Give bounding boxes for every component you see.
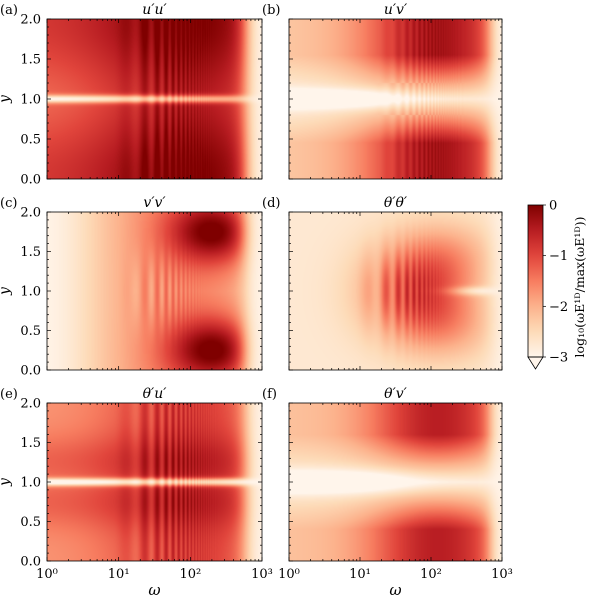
- x-axis-label: ω: [148, 581, 160, 599]
- y-tick-label: 0.0: [20, 364, 41, 379]
- x-tick-label: 10³: [251, 567, 273, 582]
- panel-uu: 0.0 0.5 1.0 1.5 2.0 u′u′ (a) y: [0, 2, 263, 188]
- panel-label: (a): [0, 3, 18, 18]
- colorbar-tick-label: −2: [549, 300, 568, 315]
- x-tick-label: 10¹: [349, 567, 371, 582]
- panel-tt: θ′θ′ (d): [262, 195, 503, 371]
- panel-uv: u′v′ (b): [262, 2, 503, 180]
- y-tick-label: 0.5: [20, 515, 41, 530]
- panel-label: (b): [262, 3, 280, 18]
- colorbar-tick-label: 0: [549, 199, 557, 214]
- panels: 0.0 0.5 1.0 1.5 2.0 u′u′ (a) y u′v′ (b) 0.0 0.5 1.0 1…: [0, 2, 513, 599]
- panel-label: (e): [0, 387, 18, 402]
- heatmap-tv: [289, 403, 502, 561]
- panel-label: (c): [0, 196, 17, 211]
- panel-title: θ′u′: [143, 386, 168, 402]
- panel-title: u′v′: [384, 2, 408, 18]
- x-tick-label: 10²: [420, 567, 442, 582]
- x-tick-label: 10⁰: [278, 567, 300, 582]
- y-tick-label: 0.0: [20, 555, 41, 570]
- x-tick-label: 10³: [491, 567, 513, 582]
- colorbar-label: log₁₀(ωE¹ᴰ/max(ωE¹ᴰ)): [572, 217, 587, 358]
- y-tick-label: 1.0: [20, 285, 41, 300]
- panel-title: u′u′: [142, 2, 167, 18]
- heatmap-vv: [47, 212, 262, 370]
- x-tick-label: 10²: [179, 567, 201, 582]
- heatmap-tu: [47, 403, 262, 561]
- x-axis-label: ω: [389, 581, 401, 599]
- colorbar-extend-min: [527, 356, 544, 370]
- panel-title: v′v′: [143, 195, 166, 211]
- x-tick-label: 10⁰: [36, 567, 58, 582]
- panel-vv: 0.0 0.5 1.0 1.5 2.0 v′v′ (c) y: [0, 195, 263, 379]
- heatmap-tt: [289, 212, 502, 370]
- y-tick-label: 2.0: [20, 397, 41, 412]
- y-tick-label: 0.5: [20, 133, 41, 148]
- heatmap-uv: [289, 19, 502, 179]
- panel-tv: 10⁰ 10¹ 10² 10³ θ′v′ (f) ω: [262, 386, 513, 599]
- y-tick-label: 1.5: [20, 436, 41, 451]
- colorbar-tick-label: −1: [549, 249, 568, 264]
- y-axis-label: y: [0, 286, 13, 296]
- panel-tu: 0.0 0.5 1.0 1.5 2.0 10⁰ 10¹ 10² 10³ θ′u′ (e) y ω: [0, 386, 273, 599]
- panel-title: θ′θ′: [384, 195, 408, 211]
- colorbar: 0 −1 −2 −3 log₁₀(ωE¹ᴰ/max(ωE¹ᴰ)): [527, 199, 587, 370]
- panel-title: θ′v′: [384, 386, 408, 402]
- colorbar-tick-label: −3: [549, 351, 568, 366]
- colorbar-frame: [527, 204, 544, 358]
- y-tick-label: 0.0: [20, 173, 41, 188]
- y-tick-label: 0.5: [20, 324, 41, 339]
- x-tick-label: 10¹: [108, 567, 130, 582]
- y-tick-label: 1.0: [20, 93, 41, 108]
- y-tick-label: 1.5: [20, 53, 41, 68]
- y-tick-label: 2.0: [20, 206, 41, 221]
- y-tick-label: 2.0: [20, 13, 41, 28]
- colorbar-gradient: [528, 205, 543, 357]
- y-axis-label: y: [0, 477, 13, 487]
- y-tick-label: 1.0: [20, 476, 41, 491]
- panel-label: (d): [262, 196, 280, 211]
- y-axis-label: y: [0, 94, 13, 104]
- heatmap-uu: [47, 19, 262, 179]
- y-tick-label: 1.5: [20, 245, 41, 260]
- panel-label: (f): [262, 387, 277, 402]
